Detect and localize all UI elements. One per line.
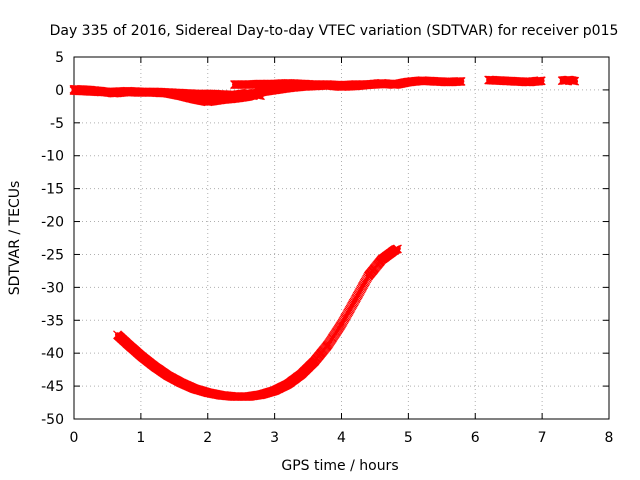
x-tick-label: 3 <box>270 430 279 446</box>
data-point <box>232 394 237 400</box>
data-point <box>178 380 184 386</box>
x-tick-label: 0 <box>70 430 79 446</box>
axis-ticks <box>73 56 610 420</box>
y-tick-label: -30 <box>41 280 64 296</box>
x-tick-label: 7 <box>538 430 547 446</box>
x-axis-label: GPS time / hours <box>281 458 398 474</box>
data-point <box>165 90 171 96</box>
chart-title: Day 335 of 2016, Sidereal Day-to-day VTE… <box>50 23 619 39</box>
data-point <box>245 394 251 400</box>
data-point <box>114 332 120 338</box>
data-point <box>272 388 278 394</box>
y-tick-label: -10 <box>41 149 64 165</box>
data-point <box>312 82 318 88</box>
data-point <box>325 342 331 348</box>
data-point <box>392 81 398 87</box>
data-point <box>566 77 572 83</box>
y-tick-label: -50 <box>41 412 64 428</box>
data-point <box>512 78 518 84</box>
data-series <box>69 75 580 402</box>
x-tick-label: 6 <box>471 430 480 446</box>
x-tick-label: 4 <box>337 430 346 446</box>
data-point <box>379 257 385 263</box>
data-point <box>573 78 579 84</box>
data-point <box>151 89 157 95</box>
data-point <box>298 81 304 87</box>
data-point <box>191 386 197 392</box>
data-point <box>272 87 278 93</box>
grid-lines <box>74 57 609 419</box>
data-point <box>499 78 505 84</box>
data-point <box>459 78 465 84</box>
data-point <box>191 91 197 97</box>
data-point <box>258 93 264 99</box>
data-point <box>218 392 224 398</box>
data-point <box>125 341 130 347</box>
data-point <box>111 89 117 95</box>
data-point <box>405 79 411 85</box>
data-point <box>432 78 438 84</box>
series-4 <box>113 244 402 402</box>
y-tick-label: -35 <box>41 313 64 329</box>
data-point <box>232 92 237 98</box>
y-tick-label: -40 <box>41 346 64 362</box>
data-point <box>526 79 532 85</box>
x-tick-label: 1 <box>136 430 145 446</box>
data-point <box>138 89 144 95</box>
data-point <box>205 390 211 396</box>
data-point <box>245 82 251 88</box>
y-tick-label: -45 <box>41 379 64 395</box>
y-axis-label: SDTVAR / TECUs <box>7 181 23 296</box>
y-tick-labels: 5 0 -5 -10 -15 -20 -25 -30 -35 -40 -45 -50 <box>41 50 64 428</box>
data-point <box>151 363 157 369</box>
data-point <box>352 298 358 304</box>
data-point <box>218 92 224 98</box>
y-tick-label: -5 <box>50 116 64 132</box>
data-point <box>539 78 545 84</box>
data-point <box>486 77 492 83</box>
x-tick-label: 2 <box>203 430 212 446</box>
data-point <box>84 88 90 94</box>
data-point <box>205 99 211 105</box>
series-4-markers <box>113 244 402 402</box>
data-point <box>285 381 291 387</box>
data-point <box>395 246 401 252</box>
data-point <box>258 81 264 87</box>
x-tick-labels: 0 1 2 3 4 5 6 7 8 <box>70 430 614 446</box>
y-tick-label: -15 <box>41 182 64 198</box>
data-point <box>312 358 318 364</box>
data-point <box>232 82 237 88</box>
data-point <box>258 392 264 398</box>
data-point <box>446 79 451 85</box>
series-3 <box>69 86 265 101</box>
data-point <box>125 88 130 94</box>
data-point <box>352 82 358 88</box>
data-point <box>98 89 104 95</box>
data-point <box>339 82 344 88</box>
data-point <box>285 80 291 86</box>
data-point <box>178 90 184 96</box>
x-tick-label: 8 <box>605 430 614 446</box>
data-point <box>138 353 144 359</box>
y-tick-label: -25 <box>41 247 64 263</box>
series-2 <box>230 78 399 90</box>
data-point <box>365 273 371 279</box>
data-point <box>245 90 251 96</box>
data-point <box>339 321 344 327</box>
y-tick-label: -20 <box>41 215 64 231</box>
data-point <box>365 82 371 88</box>
data-point <box>325 82 331 88</box>
data-point <box>71 88 77 94</box>
data-point <box>298 371 304 377</box>
data-point <box>165 373 171 379</box>
data-point <box>419 78 425 84</box>
y-tick-label: 0 <box>55 83 64 99</box>
data-point <box>272 81 278 87</box>
y-tick-label: 5 <box>55 50 64 66</box>
data-point <box>379 81 385 87</box>
x-tick-label: 5 <box>404 430 413 446</box>
data-point <box>205 91 211 97</box>
data-point <box>559 78 565 84</box>
